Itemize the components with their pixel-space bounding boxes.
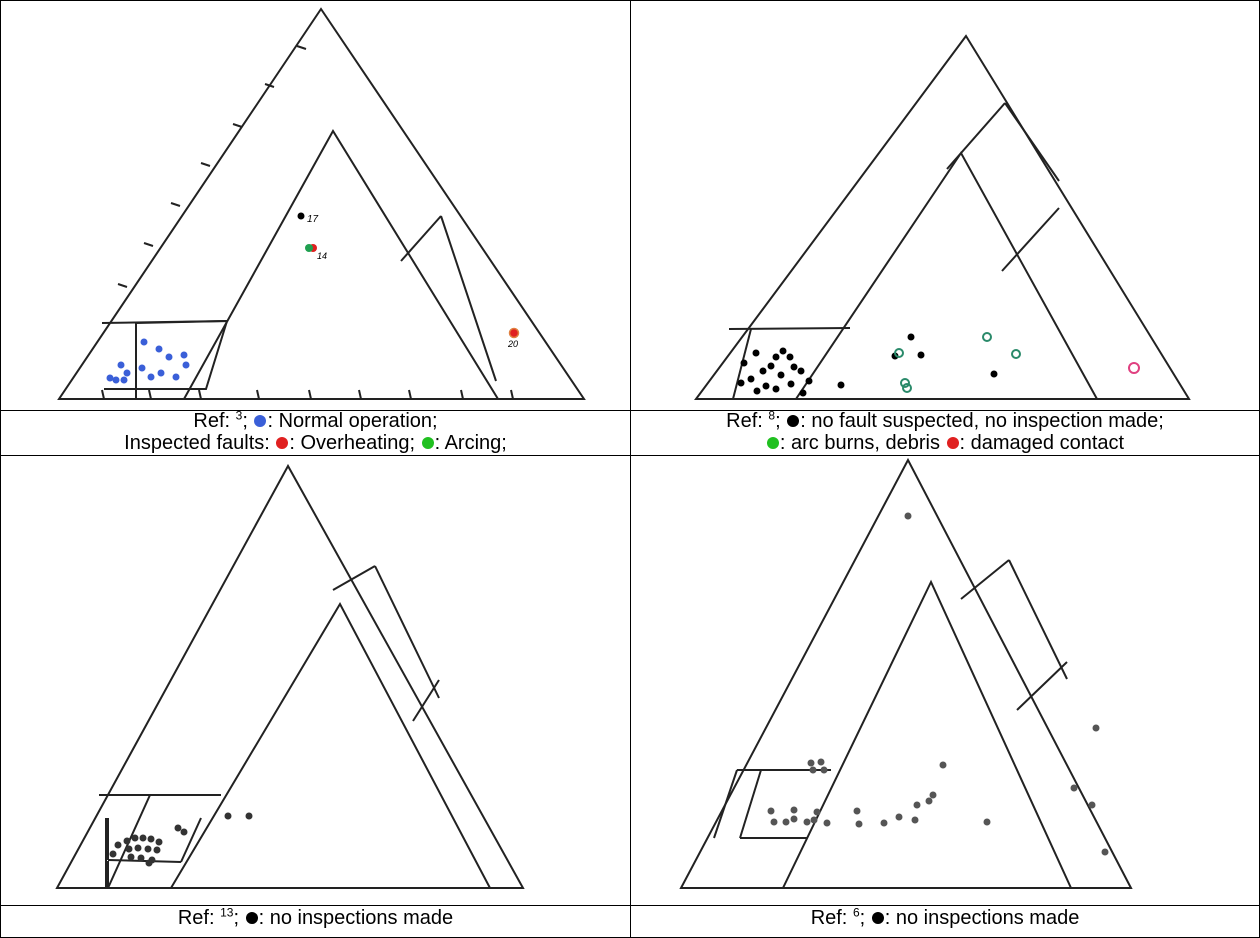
separator: ; — [242, 410, 254, 432]
caption-ref13: Ref: 13; : no inspections made — [1, 905, 630, 937]
caption-ref8-line2: : arc burns, debris : damaged contact — [631, 432, 1259, 454]
arc-burns-label: : arc burns, debris — [779, 432, 946, 454]
normal-operation-points — [106, 338, 190, 384]
damaged-contact-point — [1128, 362, 1140, 374]
zone-line — [1016, 661, 1068, 711]
triangle-ref6-svg — [679, 457, 1133, 889]
zone-line — [180, 817, 202, 863]
zone-line — [440, 215, 497, 382]
no-inspection-dot — [245, 911, 258, 924]
inner-triangle — [781, 579, 1073, 889]
zone-line — [107, 859, 182, 863]
damaged-contact-label: : damaged contact — [959, 432, 1125, 454]
point-14-green — [305, 244, 313, 252]
ref-prefix: Ref: — [726, 410, 769, 432]
zone-box — [106, 795, 197, 818]
triangle-diagram-ref13 — [1, 456, 630, 905]
ref-number: 8 — [768, 408, 776, 423]
normal-operation-dot — [254, 414, 267, 427]
zone-line — [739, 769, 762, 839]
zone-box — [713, 769, 738, 839]
caption-ref8-line1: Ref: 8; : no fault suspected, no inspect… — [631, 408, 1259, 432]
zone-line — [728, 327, 851, 330]
caption-ref8: Ref: 8; : no fault suspected, no inspect… — [631, 408, 1259, 455]
inspected-faults-label: Inspected faults: — [124, 432, 276, 454]
no-inspection-points — [109, 812, 253, 867]
inner-triangle — [169, 601, 492, 889]
zone-line — [1001, 207, 1060, 272]
point-17 — [297, 212, 305, 220]
zone-line — [412, 679, 440, 722]
ref-number: 6 — [852, 905, 860, 920]
overheating-label: : Overheating; — [289, 432, 421, 454]
ref-prefix: Ref: — [810, 907, 853, 929]
point-20 — [508, 327, 520, 339]
no-inspection-label: : no inspections made — [258, 907, 454, 929]
point-20-label: 20 — [507, 339, 518, 349]
no-inspection-label: : no inspections made — [884, 907, 1080, 929]
column-divider — [630, 0, 631, 938]
inner-triangle — [182, 129, 500, 400]
inner-triangle — [794, 151, 1099, 400]
caption-ref3-line2: Inspected faults: : Overheating; : Arcin… — [1, 432, 630, 454]
separator: ; — [859, 907, 871, 929]
triangle-ref3-svg: 17 14 20 — [57, 7, 586, 400]
arcing-label: : Arcing; — [434, 432, 507, 454]
no-fault-dot — [787, 414, 800, 427]
normal-operation-label: : Normal operation; — [267, 410, 438, 432]
arcing-dot — [421, 436, 434, 449]
no-fault-label: : no fault suspected, no inspection made… — [800, 410, 1164, 432]
outer-triangle — [694, 34, 1191, 400]
ref-number: 3 — [235, 408, 243, 423]
damaged-contact-dot — [946, 436, 959, 449]
no-inspection-dot — [871, 911, 884, 924]
zone-line — [960, 559, 1010, 600]
overheating-dot — [276, 436, 289, 449]
caption-ref3: Ref: 3; : Normal operation; Inspected fa… — [1, 408, 630, 455]
zone-line — [1008, 559, 1068, 680]
ref-prefix: Ref: — [193, 410, 236, 432]
no-fault-points — [737, 333, 998, 397]
point-17-label: 17 — [307, 214, 319, 225]
arc-burns-dot — [766, 436, 779, 449]
triangle-ref8-svg — [694, 34, 1191, 400]
caption-ref3-line1: Ref: 3; : Normal operation; — [1, 408, 630, 432]
ref-number: 13 — [220, 905, 234, 920]
triangle-diagram-ref6 — [631, 456, 1259, 905]
zone-line — [400, 215, 442, 262]
zone-line — [374, 565, 440, 699]
separator: ; — [775, 410, 787, 432]
outer-triangle — [57, 7, 586, 400]
point-14-label: 14 — [317, 251, 327, 261]
triangle-diagram-ref3: 17 14 20 — [1, 1, 630, 410]
arc-burn-points — [894, 332, 1021, 393]
caption-ref6: Ref: 6; : no inspections made — [631, 905, 1259, 937]
triangle-ref13-svg — [55, 463, 525, 889]
zone-line — [332, 565, 376, 591]
zone-line — [1004, 102, 1060, 182]
ref-prefix: Ref: — [177, 907, 221, 929]
triangle-diagram-ref8 — [631, 1, 1259, 410]
outer-triangle — [55, 463, 525, 889]
tick-marks — [101, 45, 514, 400]
zone-line — [946, 102, 1006, 170]
separator: ; — [233, 907, 245, 929]
no-inspection-points — [767, 512, 1109, 856]
zone-box — [104, 319, 229, 390]
